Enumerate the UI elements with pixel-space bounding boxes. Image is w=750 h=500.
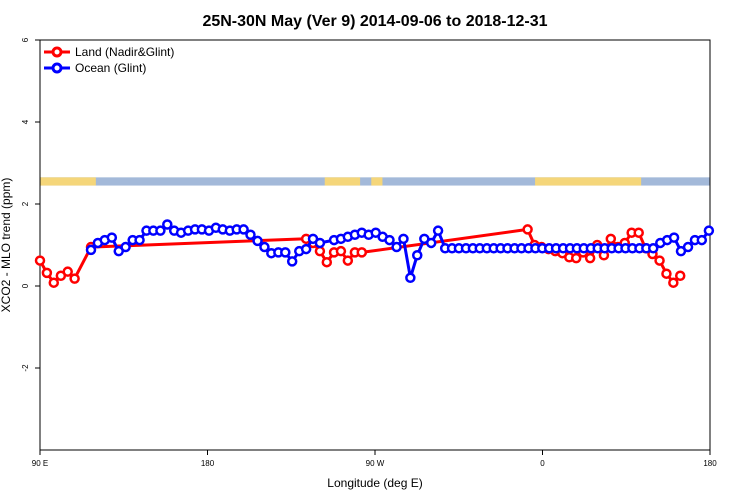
data-point-ocean	[106, 232, 118, 243]
legend-label-land: Land (Nadir&Glint)	[75, 45, 174, 59]
legend: Land (Nadir&Glint) Ocean (Glint)	[44, 45, 174, 75]
data-point-land	[335, 245, 347, 257]
data-point-land	[48, 277, 60, 288]
land-ocean-strip	[40, 177, 710, 186]
x-tick-label: 180	[703, 459, 717, 468]
data-point-land	[584, 252, 596, 264]
data-point-ocean	[425, 237, 437, 249]
strip-land-segment	[371, 177, 383, 186]
legend-marker-ocean	[51, 62, 63, 74]
data-point-land	[668, 277, 679, 288]
x-tick-label: 180	[201, 459, 215, 468]
data-point-ocean	[696, 234, 708, 246]
data-point-ocean	[405, 272, 416, 284]
legend-marker-land	[51, 46, 63, 58]
data-point-ocean	[280, 247, 291, 258]
data-point-land	[314, 245, 326, 257]
data-point-land	[34, 255, 46, 266]
data-point-land	[342, 255, 354, 266]
data-point-land	[41, 267, 53, 279]
data-point-ocean	[682, 241, 694, 253]
data-point-ocean	[155, 225, 166, 236]
data-point-land	[69, 273, 80, 284]
data-point-ocean	[391, 241, 402, 253]
axes: 90 E 180 90 W 0 180 -2 0 2 4 6	[21, 37, 717, 468]
series-ocean	[85, 219, 715, 284]
data-point-ocean	[245, 229, 256, 240]
data-point-land	[356, 247, 368, 258]
chart-title: 25N-30N May (Ver 9) 2014-09-06 to 2018-1…	[202, 13, 547, 30]
y-axis-label: XCO2 - MLO trend (ppm)	[0, 178, 13, 313]
data-point-ocean	[314, 237, 326, 249]
series-layer	[34, 219, 715, 288]
data-point-land	[321, 256, 333, 268]
data-point-ocean	[238, 224, 249, 235]
x-tick-label: 90 E	[32, 459, 48, 468]
data-point-ocean	[134, 234, 145, 246]
data-point-land	[654, 255, 665, 266]
data-point-ocean	[647, 243, 659, 254]
data-point-ocean	[411, 250, 423, 261]
data-point-ocean	[398, 233, 409, 245]
x-axis-label: Longitude (deg E)	[327, 476, 422, 490]
data-point-ocean	[668, 232, 680, 243]
data-point-land	[62, 266, 73, 277]
y-tick-label: 6	[21, 37, 30, 42]
data-point-land	[605, 233, 617, 245]
y-tick-label: 2	[21, 201, 30, 206]
data-point-ocean	[384, 234, 395, 246]
strip-land-segment	[324, 177, 361, 186]
data-point-land	[522, 224, 533, 235]
data-point-ocean	[252, 235, 263, 247]
y-tick-label: 0	[21, 283, 30, 288]
x-tick-label: 90 W	[366, 459, 385, 468]
data-point-ocean	[85, 244, 97, 256]
data-point-land	[633, 227, 644, 238]
data-point-ocean	[432, 225, 444, 236]
y-tick-label: 4	[21, 119, 30, 124]
data-point-ocean	[162, 219, 173, 230]
data-point-ocean	[286, 256, 298, 267]
strip-land-segment	[535, 177, 642, 186]
y-tick-label: -2	[21, 364, 30, 372]
data-point-land	[661, 268, 672, 279]
data-point-land	[570, 252, 582, 264]
strip-land-segment	[40, 177, 96, 186]
x-tick-label: 0	[540, 459, 545, 468]
data-point-ocean	[300, 243, 312, 255]
legend-label-ocean: Ocean (Glint)	[75, 61, 146, 75]
data-point-ocean	[703, 225, 715, 236]
data-point-ocean	[259, 241, 270, 253]
data-point-land	[674, 270, 686, 281]
data-point-ocean	[120, 241, 131, 253]
